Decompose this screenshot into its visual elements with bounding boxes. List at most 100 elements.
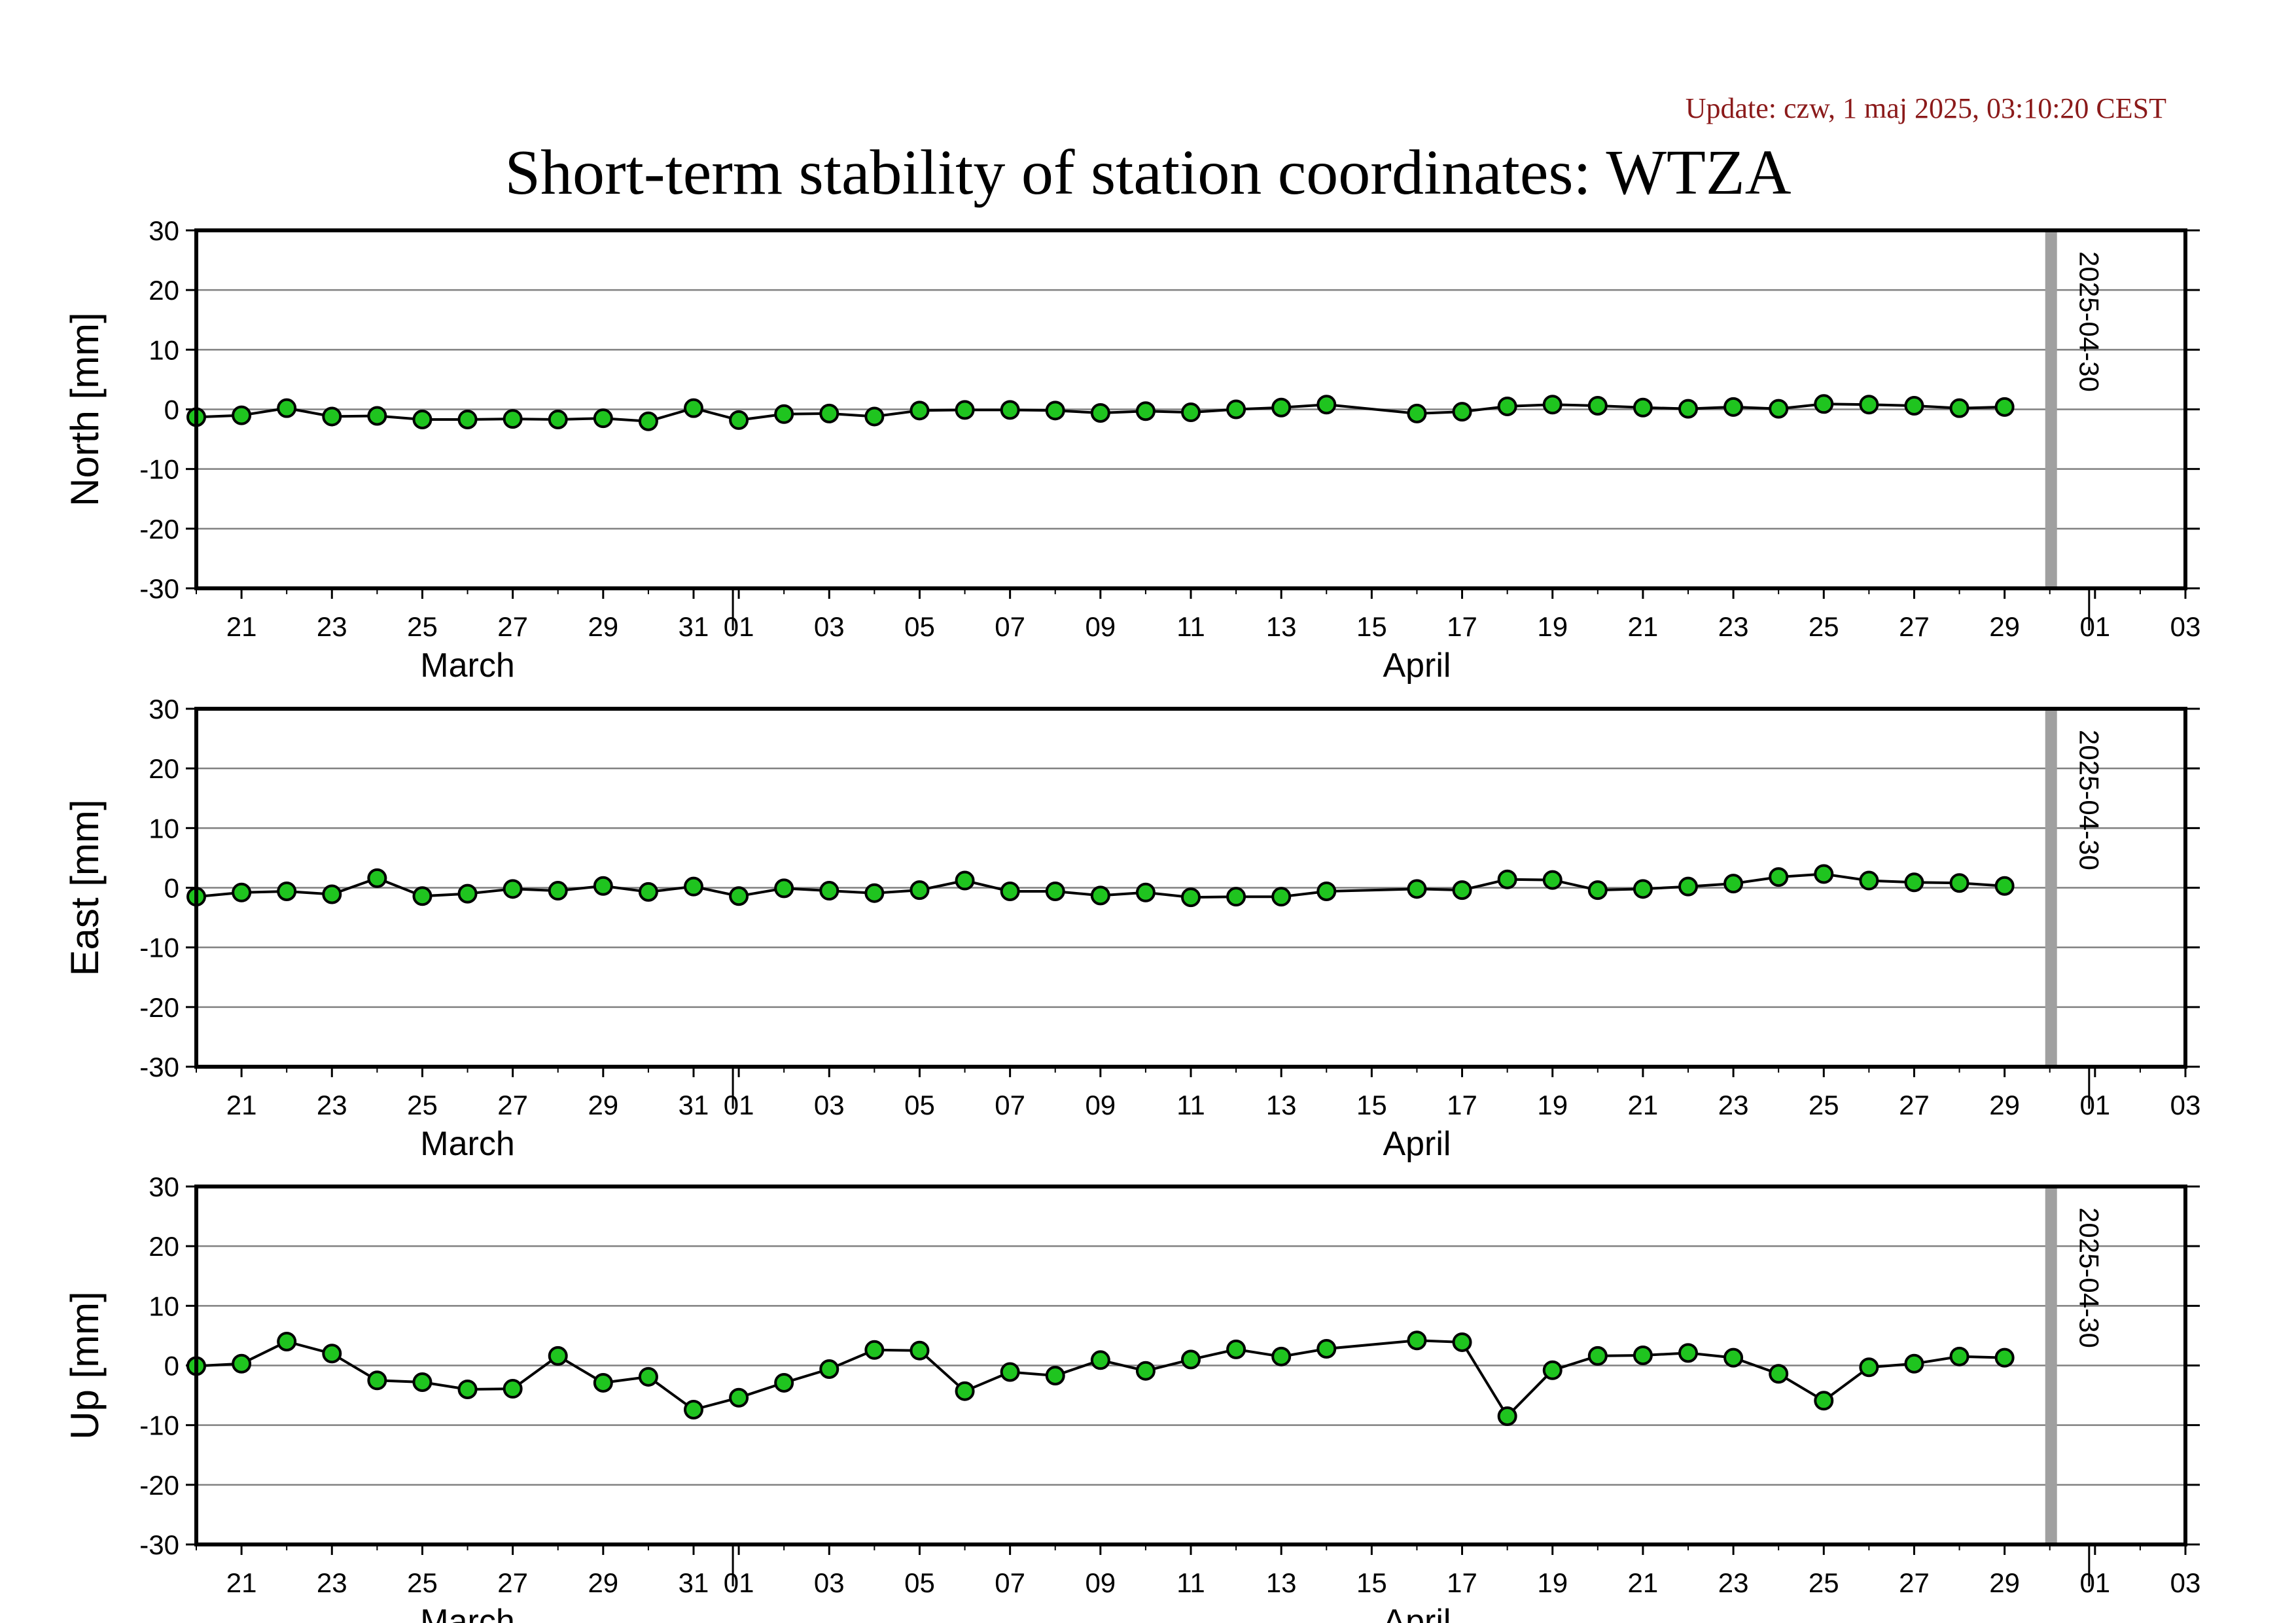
data-point — [322, 406, 342, 427]
x-tick-label: 21 — [226, 611, 257, 642]
x-tick-label: 01 — [724, 1567, 754, 1598]
data-point — [1181, 402, 1201, 423]
data-point — [367, 868, 387, 888]
data-point — [684, 398, 703, 418]
data-point — [1904, 872, 1924, 893]
x-tick-label: 25 — [407, 1567, 438, 1598]
x-tick-label: 25 — [1809, 611, 1839, 642]
x-tick-label: 31 — [679, 1567, 709, 1598]
data-point — [819, 881, 839, 901]
series-line — [196, 402, 2005, 423]
x-tick-label: 25 — [1809, 1567, 1839, 1598]
data-point — [1090, 1350, 1110, 1370]
data-point — [548, 409, 568, 429]
data-point — [819, 403, 839, 423]
x-tick-label: 15 — [1356, 611, 1387, 642]
x-tick-label: 25 — [407, 611, 438, 642]
x-tick-label: 09 — [1085, 1567, 1116, 1598]
data-point — [367, 406, 387, 426]
y-tick-label: -20 — [139, 1470, 179, 1501]
data-point — [1000, 1362, 1020, 1382]
y-tick-label: 30 — [149, 215, 179, 246]
x-tick-label: 27 — [497, 1567, 528, 1598]
data-point — [955, 870, 975, 891]
x-tick-label: 05 — [904, 611, 935, 642]
data-point — [1542, 870, 1563, 890]
x-tick-label: 23 — [1718, 1090, 1749, 1120]
date-marker-bar — [2045, 230, 2057, 588]
data-point — [548, 1346, 568, 1366]
panel-up: 30 20 10 0 -10 -20 -30 Up [mm] 21 23 25 27 29 31 01 03 0… — [63, 1171, 2200, 1623]
data-point — [1090, 402, 1110, 423]
data-point — [774, 1372, 794, 1393]
data-point — [232, 405, 252, 425]
x-tick-label: 15 — [1356, 1090, 1387, 1120]
data-point — [1633, 1346, 1653, 1366]
data-point — [1769, 1364, 1789, 1384]
data-point — [1587, 1346, 1608, 1366]
data-point — [684, 876, 703, 897]
data-point — [1135, 882, 1156, 902]
data-point — [277, 398, 297, 418]
data-point — [1859, 1357, 1879, 1378]
data-point — [1226, 399, 1246, 419]
plot-frame — [194, 228, 2187, 590]
data-point — [1723, 874, 1744, 894]
data-point — [1090, 885, 1110, 906]
x-tick-label: 27 — [1899, 1090, 1930, 1120]
y-tick-label: -30 — [139, 1052, 179, 1082]
data-point — [910, 401, 930, 421]
data-point — [232, 1353, 252, 1374]
data-point — [322, 884, 342, 904]
x-tick-label: 17 — [1447, 611, 1477, 642]
y-tick-label: 30 — [149, 694, 179, 724]
x-tick-label: 09 — [1085, 611, 1116, 642]
y-tick-label: 0 — [164, 1351, 179, 1382]
data-point — [1226, 887, 1246, 907]
x-tick-label: 01 — [2079, 1090, 2110, 1120]
x-tick-label: 03 — [2170, 611, 2201, 642]
data-point — [1678, 1343, 1698, 1363]
data-point — [412, 1372, 433, 1393]
data-point — [1316, 1338, 1337, 1359]
x-tick-label: 15 — [1356, 1567, 1387, 1598]
data-point — [1181, 887, 1201, 908]
x-tick-label: 07 — [995, 1090, 1025, 1120]
panel-east: 30 20 10 0 -10 -20 -30 East [mm] 21 23 25 27 29 31 01 0… — [63, 694, 2200, 1163]
data-point — [910, 880, 930, 901]
y-tick-label: 20 — [149, 753, 179, 784]
x-tick-label: 05 — [904, 1090, 935, 1120]
data-point — [638, 411, 658, 431]
data-point — [1316, 881, 1337, 901]
data-point — [322, 1344, 342, 1364]
x-tick-label: 29 — [1989, 611, 2020, 642]
x-tick-label: 13 — [1266, 1090, 1297, 1120]
data-point — [1271, 1346, 1292, 1366]
data-point — [1407, 879, 1427, 899]
y-tick-label: 10 — [149, 813, 179, 844]
data-point — [819, 1359, 839, 1379]
data-point — [457, 409, 478, 429]
data-point — [729, 410, 749, 430]
x-tick-label: 31 — [679, 611, 709, 642]
data-point — [1452, 880, 1472, 901]
data-point — [1949, 398, 1969, 418]
x-tick-label: 21 — [226, 1090, 257, 1120]
data-point — [1497, 1406, 1517, 1426]
data-point — [1949, 873, 1969, 893]
x-tick-label: 11 — [1176, 1567, 1205, 1598]
data-point — [1181, 1349, 1201, 1370]
data-point — [638, 882, 658, 902]
month-label: April — [1383, 1603, 1451, 1623]
data-point — [1407, 1330, 1427, 1351]
data-point — [1994, 876, 2015, 896]
data-point — [1949, 1346, 1969, 1366]
series-line — [196, 1339, 2005, 1419]
x-tick-label: 19 — [1537, 611, 1568, 642]
data-point — [684, 1399, 703, 1419]
data-point — [503, 1379, 523, 1399]
y-axis-label: North [mm] — [63, 312, 107, 507]
data-point — [1452, 402, 1472, 422]
plot-frame — [194, 707, 2187, 1069]
x-tick-label: 01 — [2079, 611, 2110, 642]
